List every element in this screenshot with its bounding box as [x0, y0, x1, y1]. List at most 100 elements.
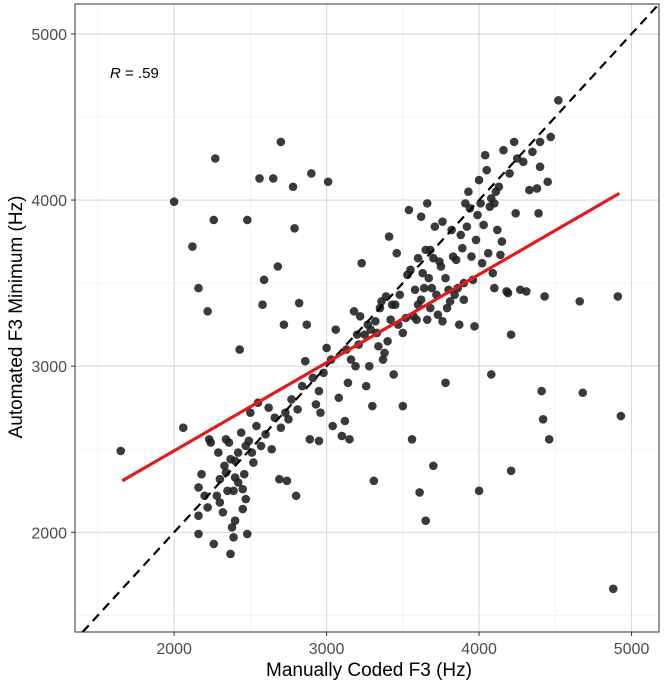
data-point — [371, 317, 380, 326]
data-point — [404, 205, 414, 215]
identity-reference-line — [81, 3, 660, 633]
data-point — [416, 212, 426, 221]
data-point — [459, 295, 469, 305]
data-point — [578, 388, 588, 398]
data-point — [203, 307, 212, 316]
data-point — [214, 448, 223, 457]
data-point — [410, 285, 420, 295]
data-point — [528, 147, 537, 157]
data-point — [215, 474, 225, 484]
y-tick-label: 4000 — [31, 193, 67, 210]
data-point — [230, 516, 240, 525]
y-axis-tick-labels: 2000 3000 4000 5000 — [31, 27, 67, 542]
data-point — [212, 491, 222, 501]
y-axis-title: Automated F3 Minimum (Hz) — [6, 196, 27, 439]
data-point — [267, 444, 276, 454]
data-point — [290, 223, 299, 233]
data-point — [480, 150, 490, 160]
data-point — [511, 209, 520, 218]
data-point — [355, 312, 365, 321]
data-point — [471, 235, 481, 245]
data-point — [252, 421, 261, 431]
data-point — [540, 292, 549, 301]
data-point — [518, 157, 528, 167]
data-point — [178, 423, 188, 432]
x-tick-label: 4000 — [461, 641, 497, 658]
data-point — [421, 516, 431, 525]
data-point — [422, 315, 432, 324]
data-point — [522, 287, 531, 296]
data-point — [451, 255, 461, 265]
data-point — [499, 145, 508, 155]
x-tick-label: 5000 — [614, 641, 650, 658]
data-point — [227, 523, 237, 532]
data-point — [261, 429, 270, 439]
data-point — [546, 132, 556, 142]
data-point — [276, 423, 286, 432]
data-point — [424, 273, 434, 283]
x-axis-ticks — [173, 632, 633, 636]
data-point — [442, 303, 452, 313]
data-point — [532, 184, 542, 193]
data-point — [419, 283, 429, 293]
data-point — [209, 539, 219, 549]
data-point — [368, 401, 377, 411]
data-point — [291, 491, 301, 501]
data-point — [384, 232, 394, 241]
data-point — [279, 320, 289, 329]
data-point — [534, 209, 543, 218]
data-point — [116, 446, 126, 456]
data-point — [386, 315, 395, 324]
data-point — [438, 317, 447, 326]
data-point — [194, 483, 203, 492]
correlation-annotation: R = .59 — [110, 65, 159, 82]
y-axis-ticks — [71, 33, 75, 533]
data-point — [238, 504, 248, 514]
data-point — [374, 341, 383, 351]
data-point — [490, 199, 499, 208]
data-point — [490, 283, 499, 293]
data-point — [351, 361, 360, 371]
data-point — [284, 415, 293, 424]
data-point — [361, 381, 371, 391]
data-point — [210, 154, 220, 163]
x-tick-label: 3000 — [309, 641, 345, 658]
data-point — [395, 290, 405, 300]
data-point — [488, 268, 498, 278]
data-point — [331, 325, 341, 334]
data-point — [302, 320, 312, 329]
y-tick-label: 3000 — [31, 359, 67, 376]
data-point — [456, 230, 466, 240]
data-point — [349, 307, 359, 316]
data-point — [273, 262, 283, 271]
data-point — [418, 268, 427, 278]
minor-gridlines — [75, 4, 659, 632]
data-point — [346, 355, 356, 364]
data-point — [398, 401, 408, 411]
data-point — [364, 361, 374, 371]
data-point — [243, 215, 252, 225]
regression-line — [121, 192, 621, 483]
data-point — [535, 162, 545, 172]
data-point — [608, 584, 618, 594]
plot-panel-border — [74, 3, 660, 633]
data-point — [308, 373, 318, 383]
data-point — [223, 486, 232, 496]
data-point — [415, 488, 424, 497]
data-point — [430, 222, 440, 231]
data-point — [554, 96, 563, 105]
data-point — [392, 248, 402, 258]
x-axis-tick-labels: 2000 3000 4000 5000 — [156, 641, 649, 658]
data-point — [369, 476, 379, 486]
data-point — [427, 283, 437, 293]
data-point — [194, 283, 203, 293]
data-point — [259, 275, 269, 285]
data-point — [236, 428, 246, 437]
data-point — [169, 197, 179, 207]
data-point — [268, 174, 278, 183]
data-point — [300, 356, 310, 366]
x-axis-title: Manually Coded F3 (Hz) — [266, 660, 472, 681]
data-point — [389, 370, 398, 379]
data-point — [474, 175, 484, 185]
data-point — [398, 328, 408, 338]
